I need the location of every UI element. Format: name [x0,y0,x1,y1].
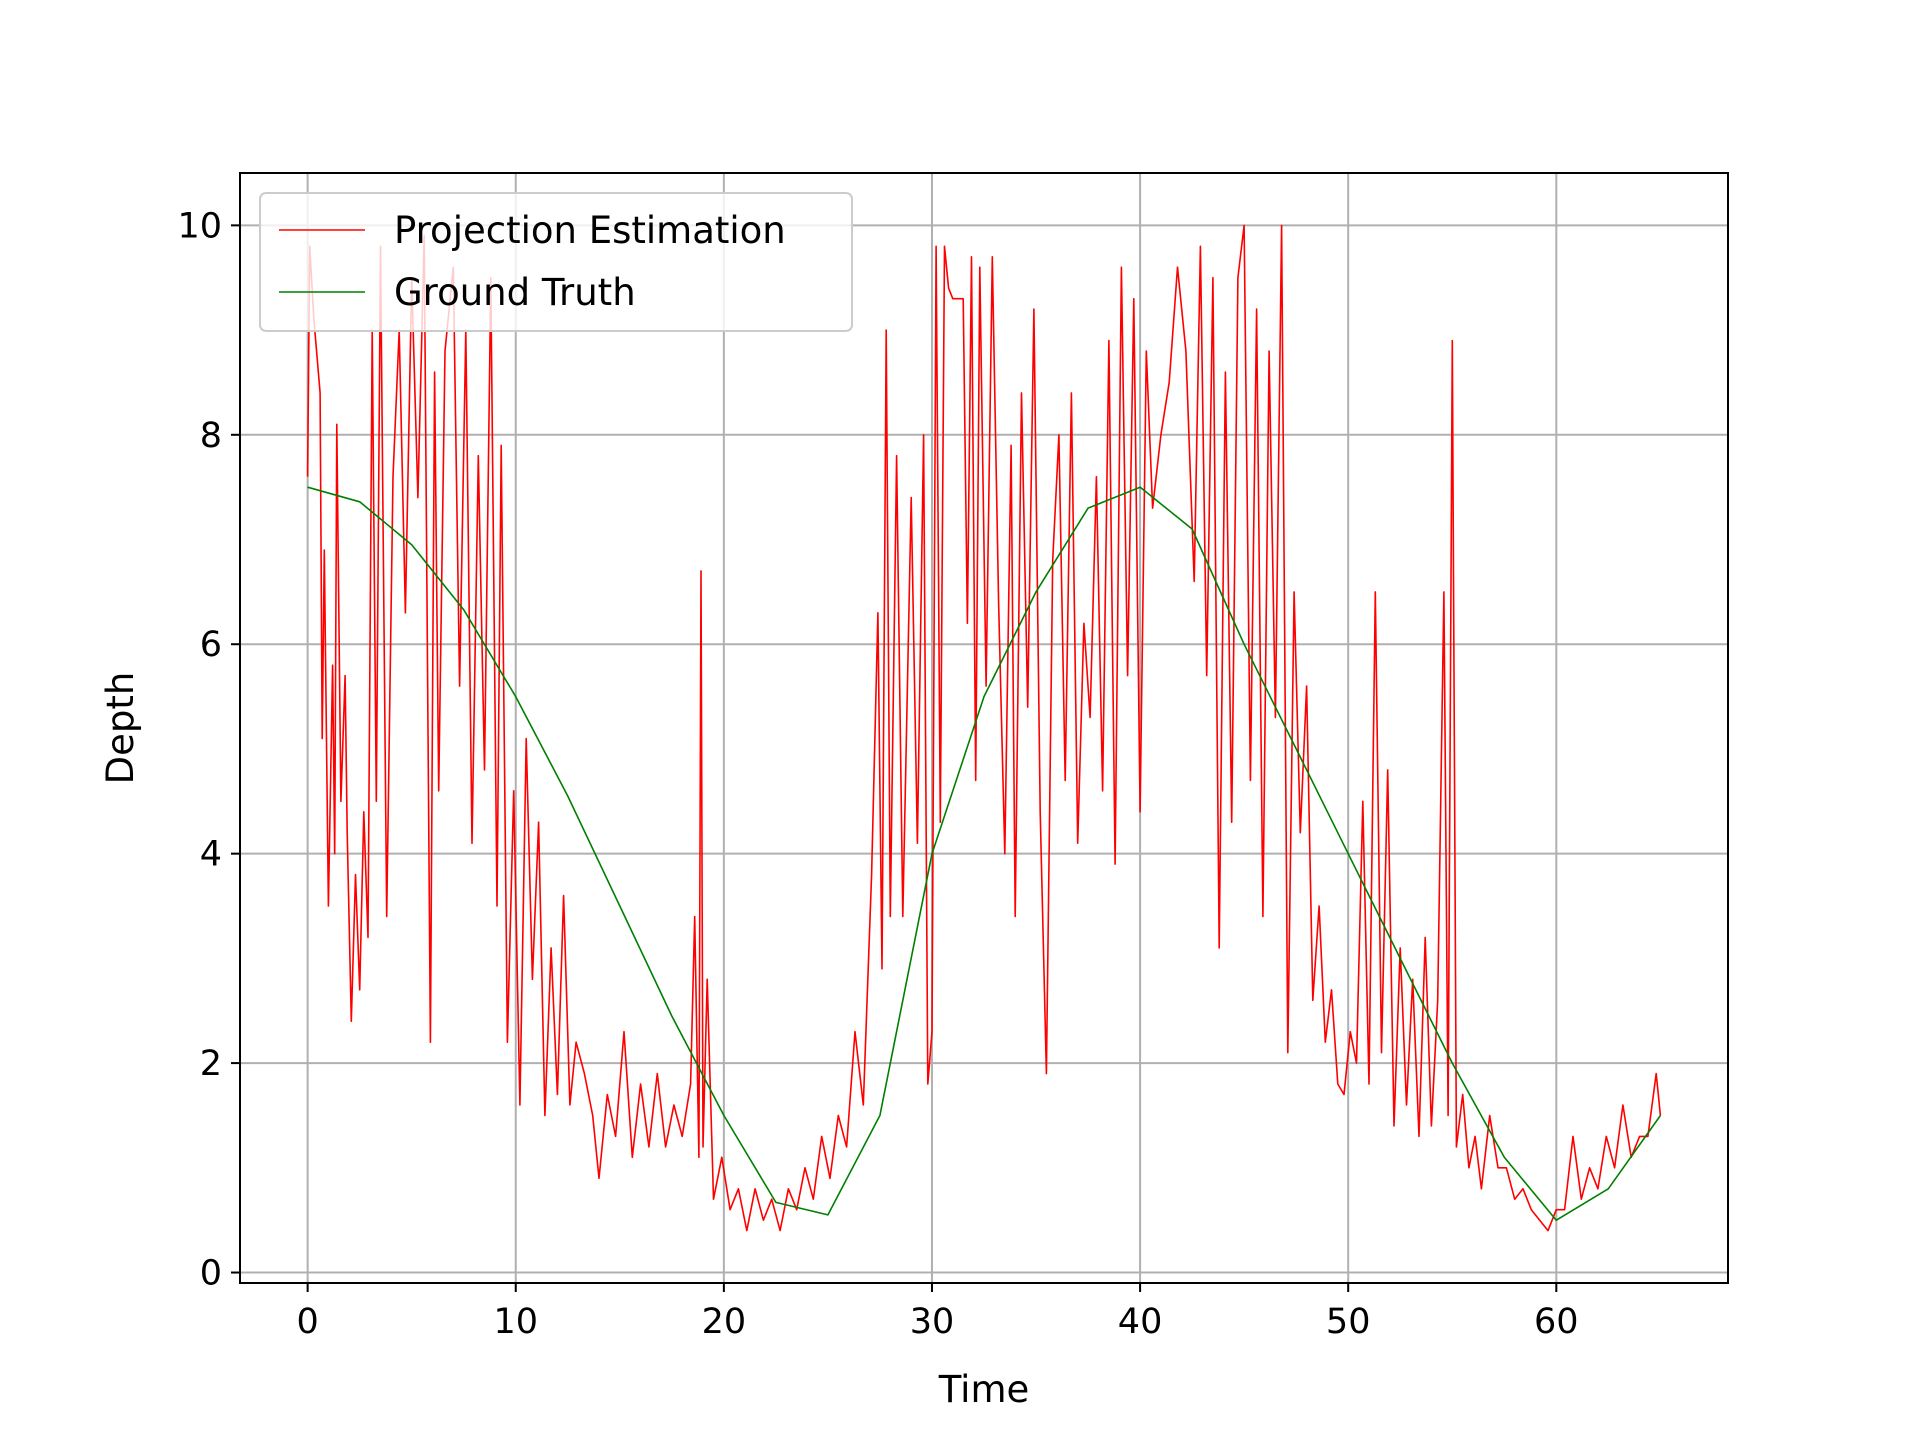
x-tick-label: 30 [910,1302,955,1342]
x-axis: 0 10 20 30 40 50 60 [296,1283,1579,1342]
y-tick-label: 2 [200,1044,222,1084]
x-tick-label: 50 [1326,1302,1371,1342]
x-tick-label: 60 [1534,1302,1579,1342]
y-tick-label: 10 [177,206,222,246]
y-tick-label: 8 [200,416,222,456]
y-axis-title: Depth [99,672,142,785]
y-tick-label: 0 [200,1254,222,1294]
plot-frame [239,172,1729,1284]
y-tick-label: 4 [200,835,222,875]
series-layer [306,224,1662,1232]
legend: Projection Estimation Ground Truth [259,192,853,332]
x-tick-label: 40 [1118,1302,1163,1342]
y-axis: 0 2 4 6 8 10 [177,206,240,1294]
series-projection-estimation-line [306,224,1662,1232]
legend-box [259,192,853,332]
series-ground-truth-line [307,486,1662,1221]
grid [240,173,1728,1283]
x-axis-title: Time [938,1368,1030,1411]
legend-label-truth: Ground Truth [394,271,636,314]
x-tick-label: 0 [296,1302,318,1342]
y-tick-label: 6 [200,625,222,665]
legend-label-estimation: Projection Estimation [394,209,786,252]
x-tick-label: 20 [702,1302,747,1342]
x-tick-label: 10 [493,1302,538,1342]
